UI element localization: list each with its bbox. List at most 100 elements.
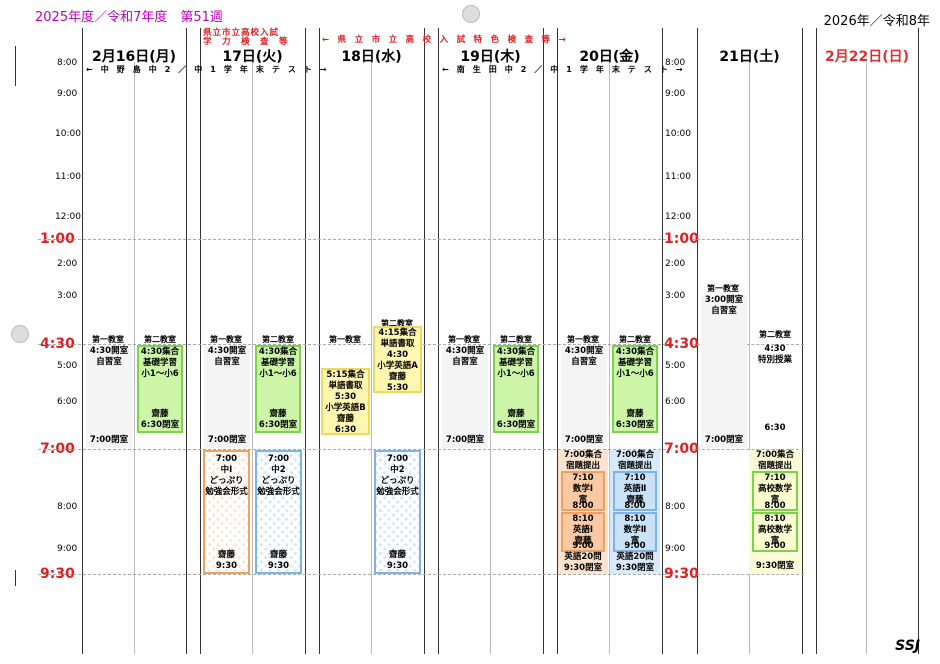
block-line: どっぷり	[261, 476, 296, 486]
margin-mark	[15, 570, 16, 586]
fri-math1-block[interactable]: 7:10 数学Ⅰ 富	[561, 471, 605, 511]
wed-tango-b-block[interactable]: 5:15集合 単語書取 5:30 小学英語B 齋藤 6:30	[321, 368, 370, 435]
block-line: 9:30閉室	[615, 563, 655, 573]
fri-eng1-block[interactable]: 8:10 英語Ⅰ 齋藤	[561, 512, 605, 552]
grid-line	[371, 62, 372, 654]
block-line: 勉強会形式	[257, 487, 300, 497]
room2-label: 第二教室	[500, 335, 532, 344]
block-line: 4:30開室	[564, 346, 604, 356]
block-line: 6:30閉室	[615, 420, 655, 430]
time-rule	[692, 239, 804, 240]
time-label: 7:00	[664, 441, 699, 457]
grid-line	[662, 28, 663, 654]
room1-label: 第一教室	[567, 335, 599, 344]
block-line: 7:00閉室	[207, 435, 247, 445]
fri-math2-block[interactable]: 8:10 数学Ⅱ 富	[613, 512, 657, 552]
block-line: 4:30	[764, 344, 786, 354]
block-line: 単語書取	[380, 339, 415, 349]
block-line: 自習室	[214, 357, 240, 367]
block-line: 齋藤	[388, 372, 406, 382]
block-line: 6:30	[764, 423, 786, 433]
block-line: 単語書取	[328, 381, 363, 391]
block-line: 自習室	[452, 357, 478, 367]
sat-study-room-block[interactable]: 3:00開室 自習室 7:00閉室	[701, 295, 747, 448]
study-room-block[interactable]: 4:30開室 自習室 7:00閉室	[86, 346, 132, 448]
block-line: 数学Ⅱ	[623, 525, 647, 535]
footer-logo: SSJ	[895, 638, 920, 654]
study-room-block[interactable]: 4:30開室 自習室 7:00閉室	[204, 346, 250, 448]
sat-math-b-block[interactable]: 8:10 高校数学 富	[752, 512, 798, 552]
block-line: 富	[770, 495, 780, 505]
wed-chu2-block[interactable]: 7:00 中2 どっぷり 勉強会形式 齋藤 9:30	[374, 450, 421, 574]
block-line: 基礎学習	[142, 358, 177, 368]
day-header-thu: 19日(木)	[460, 49, 521, 65]
block-line: 7:00	[386, 454, 409, 464]
block-line: 9:30閉室	[755, 561, 795, 571]
kiso-block[interactable]: 4:30集合 基礎学習 小1～小6 齋藤 6:30閉室	[493, 345, 539, 433]
time-label: 4:30	[664, 336, 699, 352]
exam-note-1: 県立市立高校入試	[203, 28, 280, 38]
time-label: 8:00	[665, 502, 686, 512]
block-line: 5:30	[334, 392, 357, 402]
time-label: 3:00	[665, 291, 686, 301]
tue-chu1-block[interactable]: 7:00 中Ⅰ どっぷり 勉強会形式 齋藤 9:30	[203, 450, 250, 574]
study-room-block[interactable]: 4:30開室 自習室 7:00閉室	[561, 346, 607, 448]
day-header-wed: 18日(水)	[341, 49, 402, 65]
block-line: 8:10	[764, 514, 786, 524]
block-line: 4:30開室	[207, 346, 247, 356]
sat-evening-block[interactable]: 7:00集合 宿題提出 7:10 高校数学 富 8:00 8:10 高校数学 富…	[749, 450, 801, 574]
sat-math-a-block[interactable]: 7:10 高校数学 富	[752, 471, 798, 511]
block-line: 7:00閉室	[445, 435, 485, 445]
kiso-block[interactable]: 4:30集合 基礎学習 小1～小6 齋藤 6:30閉室	[137, 345, 183, 433]
fri-eng2-block[interactable]: 7:10 英語Ⅱ 齋藤	[613, 471, 657, 511]
block-line: 7:00	[267, 454, 290, 464]
block-line: 4:30集合	[615, 347, 655, 357]
sat-special-class-block[interactable]: 4:30 特別授業 6:30	[751, 344, 799, 434]
tue-chu2-block[interactable]: 7:00 中2 どっぷり 勉強会形式 齋藤 9:30	[255, 450, 302, 574]
block-line: 7:10	[572, 473, 594, 483]
grid-line	[200, 28, 201, 654]
grid-line	[490, 62, 491, 654]
block-line: 中2	[271, 465, 286, 475]
block-line: 自習室	[571, 357, 597, 367]
block-line: 4:30集合	[140, 347, 180, 357]
grid-line	[802, 28, 803, 654]
study-room-block[interactable]: 4:30開室 自習室 7:00閉室	[442, 346, 488, 448]
day-header-sat: 21日(土)	[719, 49, 780, 65]
kiso-block[interactable]: 4:30集合 基礎学習 小1～小6 齋藤 6:30閉室	[612, 345, 658, 433]
time-rule	[38, 344, 666, 345]
day-header-fri: 20日(金)	[579, 49, 640, 65]
time-label: 6:00	[665, 397, 686, 407]
time-rule	[692, 344, 804, 345]
kiso-block[interactable]: 4:30集合 基礎学習 小1～小6 齋藤 6:30閉室	[255, 345, 301, 433]
block-line: 小学英語A	[377, 361, 418, 371]
grid-line	[319, 28, 320, 654]
nakano-test-note: ← 中 野 島 中 2 ／ 中 1 学 年 末 テ ス ト →	[86, 65, 327, 74]
grid-line	[609, 62, 610, 654]
time-label: 11:00	[665, 172, 691, 182]
block-line: 7:00閉室	[704, 435, 744, 445]
grid-line	[557, 28, 558, 654]
block-line: 7:00	[215, 454, 238, 464]
room2-label: 第二教室	[759, 330, 791, 339]
grid-line	[697, 28, 698, 654]
fiscal-week-title: 2025年度／令和7年度 第51週	[35, 10, 223, 25]
block-line: 高校数学	[757, 525, 792, 535]
block-line: 中Ⅰ	[220, 465, 233, 475]
block-line: 齋藤	[574, 536, 592, 546]
block-line: 小学英語B	[325, 403, 366, 413]
wed-tango-a-block[interactable]: 4:15集合 単語書取 4:30 小学英語A 齋藤 5:30	[373, 326, 422, 393]
fri-room2-evening[interactable]: 7:00集合 宿題提出 7:10 英語Ⅱ 齋藤 8:00 8:10 数学Ⅱ 富 …	[610, 450, 660, 574]
block-line: 9:00	[572, 541, 594, 551]
block-line: 富	[770, 536, 780, 546]
block-line: 7:00集合	[755, 450, 795, 460]
block-line: 高校数学	[757, 484, 792, 494]
time-rule	[38, 574, 666, 575]
day-header-tue: 17日(火)	[222, 49, 283, 65]
room1-label: 第一教室	[92, 335, 124, 344]
block-line: 小1～小6	[259, 369, 297, 379]
block-line: 4:15集合	[378, 328, 417, 338]
block-line: 6:30閉室	[496, 420, 536, 430]
block-line: 4:30集合	[258, 347, 298, 357]
fri-room1-evening[interactable]: 7:00集合 宿題提出 7:10 数学Ⅰ 富 8:00 8:10 英語Ⅰ 齋藤 …	[558, 450, 608, 574]
